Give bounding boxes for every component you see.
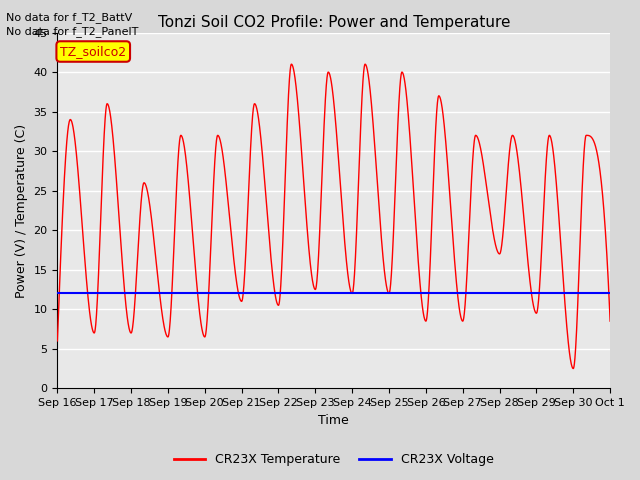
Text: No data for f_T2_PanelT: No data for f_T2_PanelT: [6, 26, 139, 37]
Y-axis label: Power (V) / Temperature (C): Power (V) / Temperature (C): [15, 123, 28, 298]
Title: Tonzi Soil CO2 Profile: Power and Temperature: Tonzi Soil CO2 Profile: Power and Temper…: [157, 15, 510, 30]
Legend: CR23X Temperature, CR23X Voltage: CR23X Temperature, CR23X Voltage: [169, 448, 499, 471]
Text: TZ_soilco2: TZ_soilco2: [60, 45, 126, 58]
Text: No data for f_T2_BattV: No data for f_T2_BattV: [6, 12, 132, 23]
X-axis label: Time: Time: [318, 414, 349, 427]
